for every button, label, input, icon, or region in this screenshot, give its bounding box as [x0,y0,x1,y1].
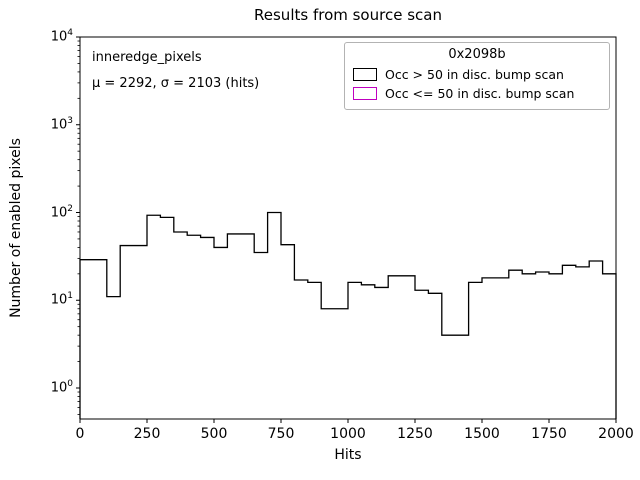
x-tick-label: 1250 [397,426,433,442]
x-tick-label: 1750 [531,426,567,442]
histogram-step-line [79,211,617,419]
x-tick-label: 750 [267,426,295,442]
y-tick-label: 102 [50,203,73,220]
legend-label-occ-gt-50: Occ > 50 in disc. bump scan [385,67,564,82]
y-tick-label: 101 [50,291,73,308]
x-tick-label: 1500 [464,426,500,442]
annotation-dataset-name: inneredge_pixels [92,50,202,65]
y-tick-label: 104 [50,28,73,45]
chart-title: Results from source scan [254,6,442,24]
legend-swatch-occ-le-50 [353,87,377,100]
x-tick-label: 0 [75,426,85,442]
legend-entry-occ-le-50: Occ <= 50 in disc. bump scan [353,84,601,103]
x-tick-label: 1000 [330,426,366,442]
legend-title: 0x2098b [448,47,506,62]
annotation-mu-sigma: μ = 2292, σ = 2103 (hits) [92,76,260,91]
y-tick-label: 103 [50,115,73,133]
legend-label-occ-le-50: Occ <= 50 in disc. bump scan [385,86,575,101]
y-tick-label: 100 [50,379,73,396]
legend-swatch-occ-gt-50 [353,68,377,81]
legend: 0x2098b Occ > 50 in disc. bump scan Occ … [344,42,610,110]
x-tick-label: 500 [200,426,228,442]
x-axis-label: Hits [334,447,362,463]
legend-entry-occ-gt-50: Occ > 50 in disc. bump scan [353,65,601,84]
x-tick-label: 2000 [598,426,634,442]
x-tick-label: 250 [133,426,161,442]
